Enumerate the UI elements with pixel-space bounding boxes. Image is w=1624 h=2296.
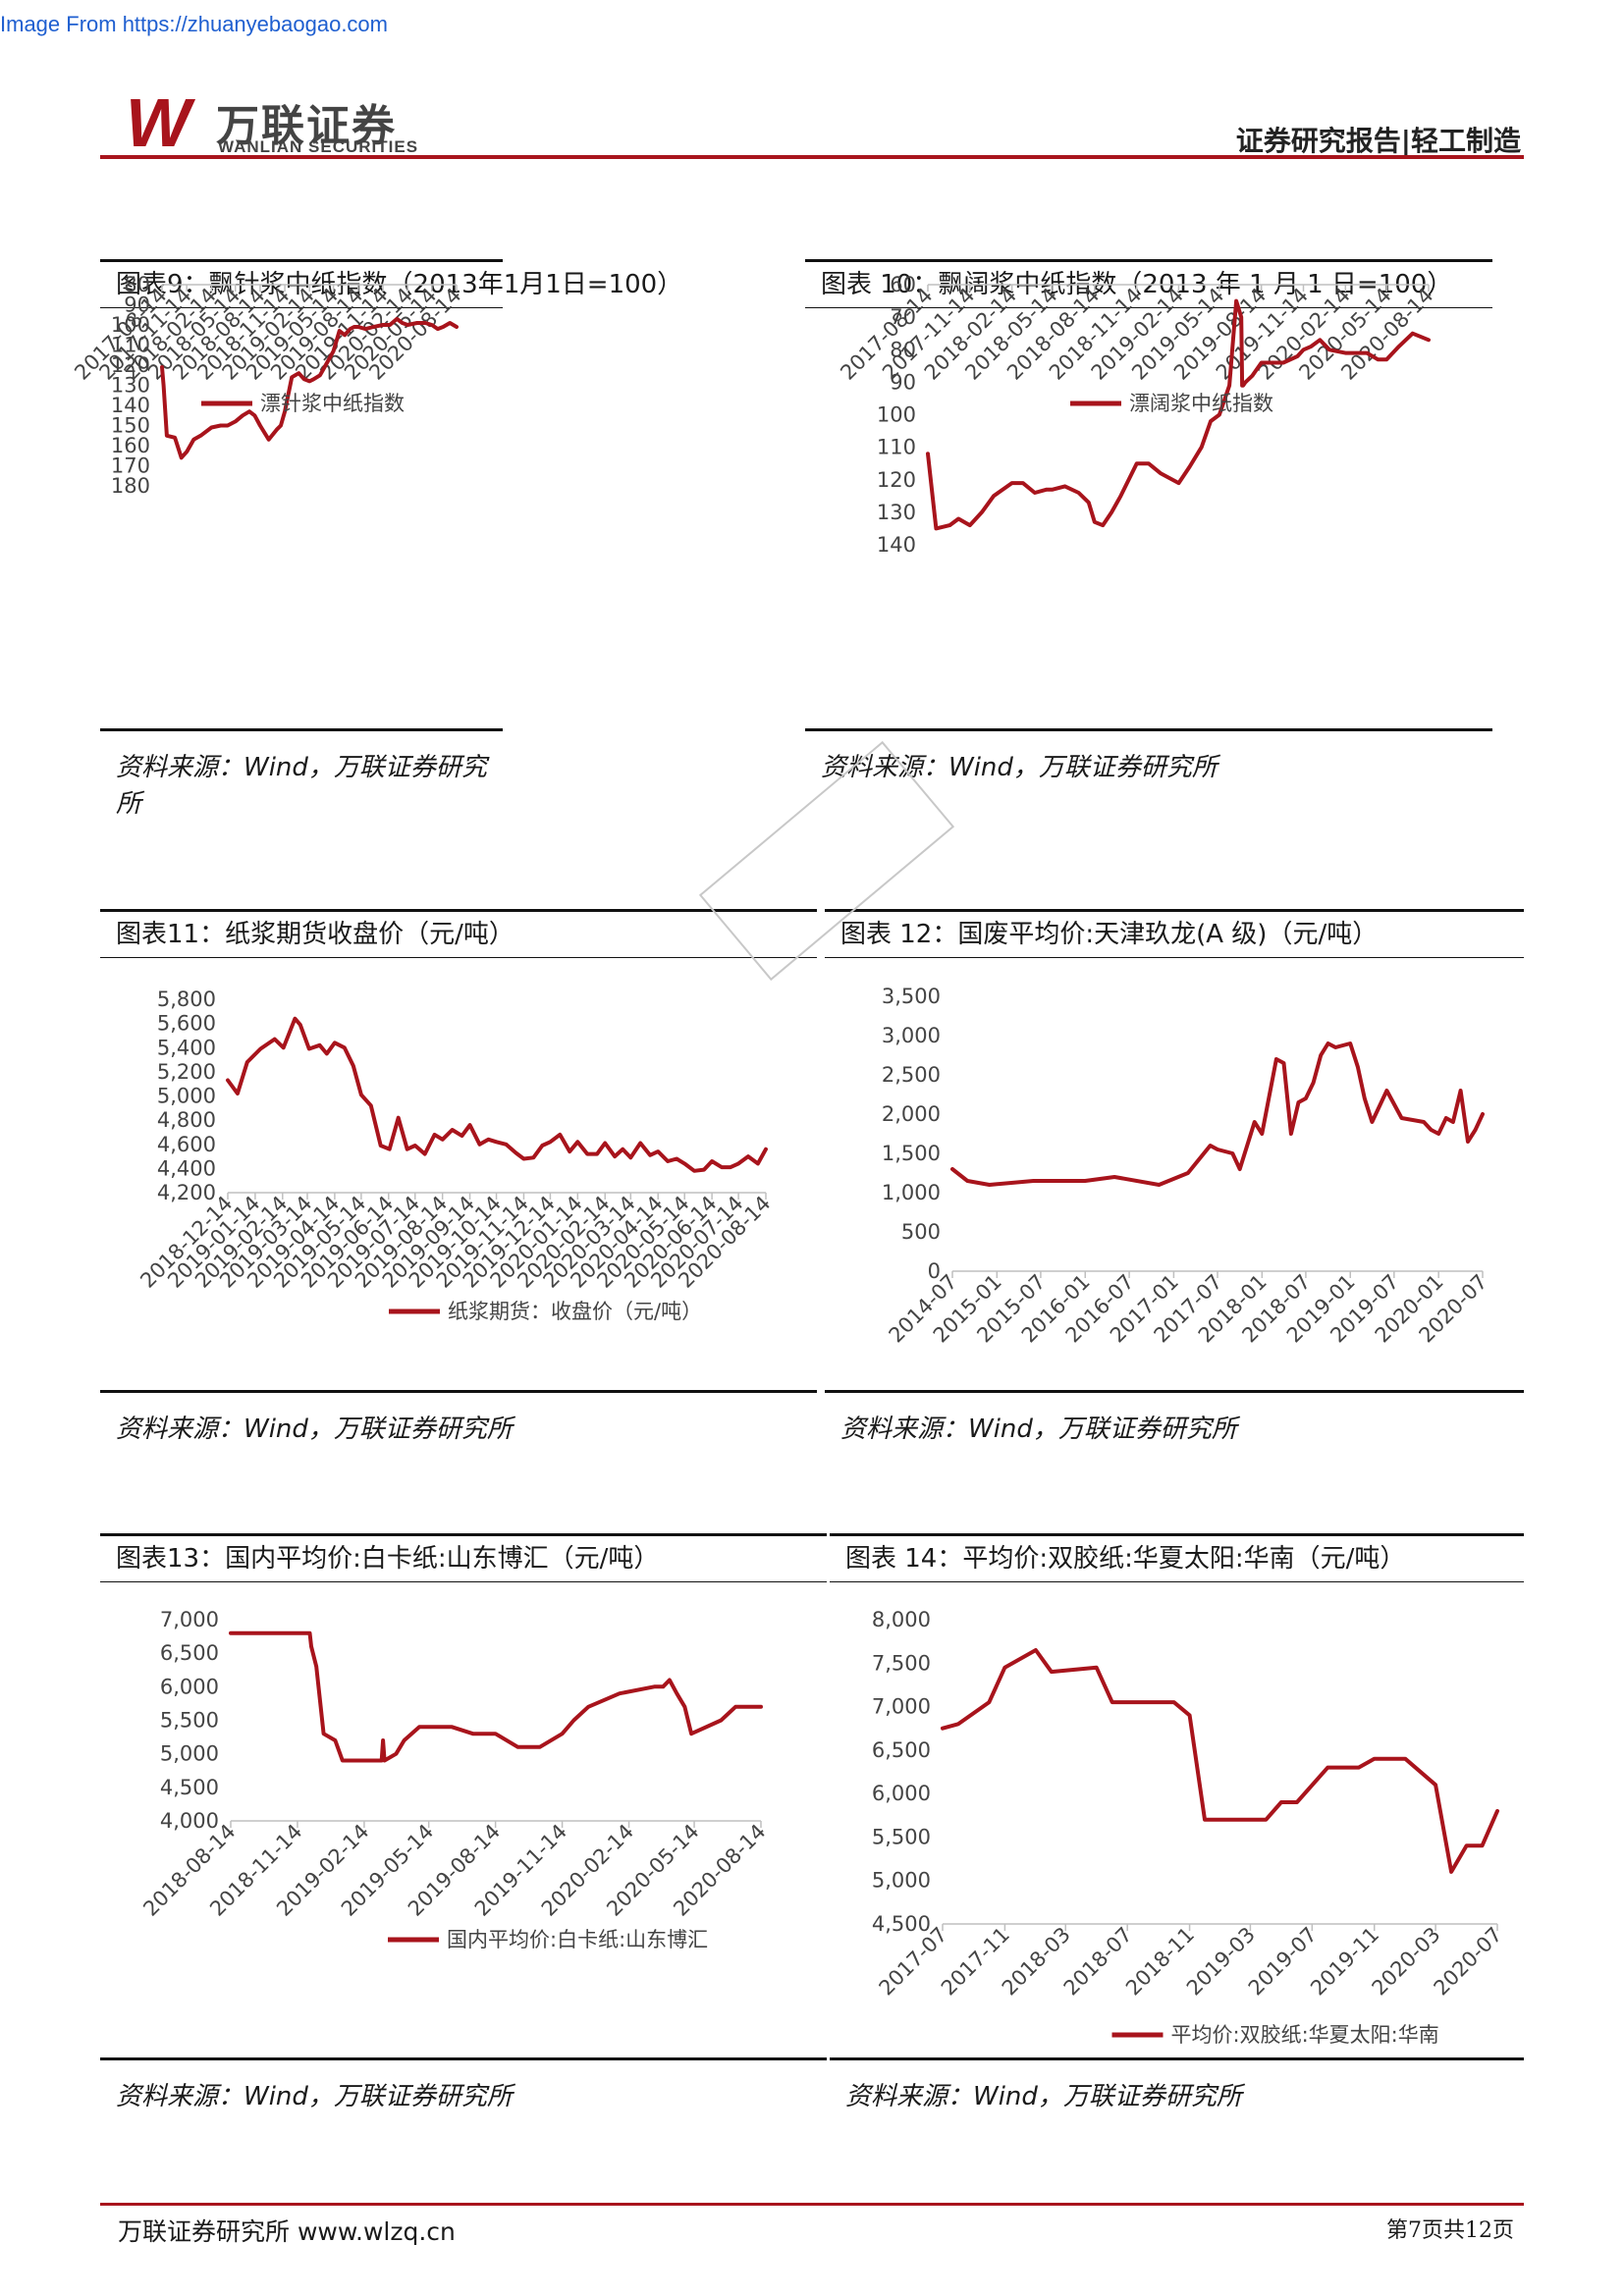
chart-title: 图表 14：平均价:双胶纸:华夏太阳:华南（元/吨） xyxy=(830,1533,1524,1582)
report-type: 证券研究报告|轻工制造 xyxy=(1235,125,1521,157)
chart-svg: 80901001101201301401501601701802017-08-1… xyxy=(70,273,465,498)
legend-label: 国内平均价:白卡纸:山东博汇 xyxy=(447,1928,708,1951)
y-tick-label: 4,200 xyxy=(157,1181,216,1204)
y-tick-label: 120 xyxy=(111,353,150,377)
series-line xyxy=(941,1648,1499,1874)
chart-source: 资料来源：Wind，万联证券研究所 xyxy=(825,1390,1524,1445)
chart-panel-10: 图表 10：飘阔浆中纸指数（2013 年 1 月 1 日=100） 60 70 80… xyxy=(805,259,1492,782)
chart-svg: 607080901001101201301402017-08-142017-11… xyxy=(836,273,1437,557)
series-line xyxy=(226,1016,768,1173)
y-tick-label: 7,000 xyxy=(160,1608,219,1631)
series-line xyxy=(160,316,459,460)
y-tick-label: 140 xyxy=(877,533,916,557)
y-tick-label: 5,000 xyxy=(160,1742,219,1766)
chart-panel-9: 图表9：飘针浆中纸指数（2013年1月1日=100） 80 90 100 110 120… xyxy=(70,259,682,819)
legend-label: 漂针浆中纸指数 xyxy=(260,392,405,415)
chart-panel-13: 图表13：国内平均价:白卡纸:山东博汇（元/吨） 4,000 4,500 5,000… xyxy=(100,1533,827,2111)
y-tick-label: 1,000 xyxy=(882,1181,941,1204)
y-tick-label: 70 xyxy=(890,305,916,329)
y-tick-label: 80 xyxy=(124,273,150,296)
y-tick-label: 5,500 xyxy=(872,1825,931,1848)
chart-title: 图表13：国内平均价:白卡纸:山东博汇（元/吨） xyxy=(100,1533,827,1582)
chart-source: 资料来源：Wind，万联证券研究所 xyxy=(100,1390,817,1445)
y-tick-label: 4,500 xyxy=(872,1912,931,1936)
y-tick-label: 110 xyxy=(111,334,150,357)
header-rule xyxy=(100,155,1524,159)
y-tick-label: 7,000 xyxy=(872,1695,931,1719)
y-tick-label: 5,400 xyxy=(157,1036,216,1059)
legend-label: 平均价:双胶纸:华夏太阳:华南 xyxy=(1171,2023,1439,2047)
y-tick-label: 160 xyxy=(111,434,150,457)
chart-source: 资料来源：Wind，万联证券研究所 xyxy=(805,728,1492,783)
logo-name-cn: 万联证券 xyxy=(216,101,397,151)
y-tick-label: 7,500 xyxy=(872,1651,931,1675)
chart-source: 资料来源：Wind，万联证券研究所 xyxy=(830,2057,1524,2112)
y-tick-label: 6,000 xyxy=(160,1675,219,1698)
y-tick-label: 2,000 xyxy=(882,1102,941,1126)
y-tick-label: 60 xyxy=(890,273,916,296)
y-tick-label: 110 xyxy=(877,436,916,459)
y-tick-label: 5,200 xyxy=(157,1060,216,1084)
series-line xyxy=(950,1041,1485,1187)
legend-label: 漂阔浆中纸指数 xyxy=(1129,392,1273,415)
y-tick-label: 4,000 xyxy=(160,1809,219,1833)
chart-svg: 4,500 5,000 5,500 6,000 6,500 7,000 7,500 8,000… xyxy=(872,1608,1507,2047)
legend-label: 纸浆期货：收盘价（元/吨） xyxy=(448,1300,702,1323)
chart-svg: 4,2004,4004,6004,8005,0005,2005,4005,600… xyxy=(135,988,775,1323)
y-tick-label: 130 xyxy=(877,501,916,524)
y-tick-label: 120 xyxy=(877,468,916,492)
y-tick-label: 6,500 xyxy=(872,1738,931,1762)
y-tick-label: 6,500 xyxy=(160,1641,219,1665)
y-tick-label: 150 xyxy=(111,414,150,438)
y-tick-label: 90 xyxy=(124,294,150,317)
y-tick-label: 170 xyxy=(111,454,150,478)
y-tick-label: 80 xyxy=(890,338,916,361)
y-tick-label: 0 xyxy=(928,1259,941,1283)
chart-panel-12: 图表 12：国废平均价:天津玖龙(A 级)（元/吨） 0 500 1,000 1,50… xyxy=(825,909,1524,1444)
x-tick-label: 2020-07 xyxy=(1430,1923,1507,2001)
chart-panel-11: 图表11：纸浆期货收盘价（元/吨） 4,200 4,400 4,600 4,800 5,… xyxy=(100,909,817,1444)
footer-org: 万联证券研究所 www.wlzq.cn xyxy=(118,2217,456,2246)
y-tick-label: 3,500 xyxy=(882,985,941,1008)
chart-source: 资料来源：Wind，万联证券研究所 xyxy=(100,2057,827,2112)
y-tick-label: 5,500 xyxy=(160,1709,219,1733)
logo-mark: W xyxy=(126,84,191,161)
y-tick-label: 5,800 xyxy=(157,988,216,1011)
source-url[interactable]: Image From https://zhuanyebaogao.com xyxy=(0,12,388,36)
series-line xyxy=(229,1630,763,1763)
footer-rule xyxy=(100,2203,1524,2206)
company-logo: W 万联证券 WANLIAN SECURITIES xyxy=(126,84,450,161)
series-line xyxy=(926,298,1431,531)
y-tick-label: 100 xyxy=(111,313,150,337)
y-tick-label: 4,500 xyxy=(160,1776,219,1799)
y-tick-label: 8,000 xyxy=(872,1608,931,1631)
chart-title: 图表11：纸浆期货收盘价（元/吨） xyxy=(100,909,817,958)
y-tick-label: 5,000 xyxy=(872,1869,931,1893)
y-tick-label: 3,000 xyxy=(882,1024,941,1047)
y-tick-label: 5,000 xyxy=(157,1085,216,1108)
y-tick-label: 4,400 xyxy=(157,1156,216,1180)
y-tick-label: 5,600 xyxy=(157,1012,216,1036)
chart-panel-14: 图表 14：平均价:双胶纸:华夏太阳:华南（元/吨） 4,500 5,000 5,5… xyxy=(830,1533,1524,2111)
chart-svg: 4,0004,5005,0005,5006,0006,5007,0002018-… xyxy=(138,1608,770,1951)
chart-title: 图表 12：国废平均价:天津玖龙(A 级)（元/吨） xyxy=(825,909,1524,958)
y-tick-label: 180 xyxy=(111,474,150,498)
y-tick-label: 100 xyxy=(877,403,916,427)
y-tick-label: 90 xyxy=(890,370,916,394)
y-tick-label: 140 xyxy=(111,394,150,417)
logo-name-en: WANLIAN SECURITIES xyxy=(218,137,419,156)
y-tick-label: 4,800 xyxy=(157,1108,216,1132)
chart-svg: 05001,0001,5002,0002,5003,0003,5002014-0… xyxy=(882,985,1492,1348)
y-tick-label: 4,600 xyxy=(157,1133,216,1156)
chart-source: 资料来源：Wind，万联证券研究所 xyxy=(100,728,503,820)
y-tick-label: 2,500 xyxy=(882,1063,941,1087)
page-number: 第7页共12页 xyxy=(1386,2218,1514,2243)
y-tick-label: 1,500 xyxy=(882,1142,941,1165)
y-tick-label: 6,000 xyxy=(872,1782,931,1805)
y-tick-label: 130 xyxy=(111,374,150,398)
y-tick-label: 500 xyxy=(901,1220,941,1244)
